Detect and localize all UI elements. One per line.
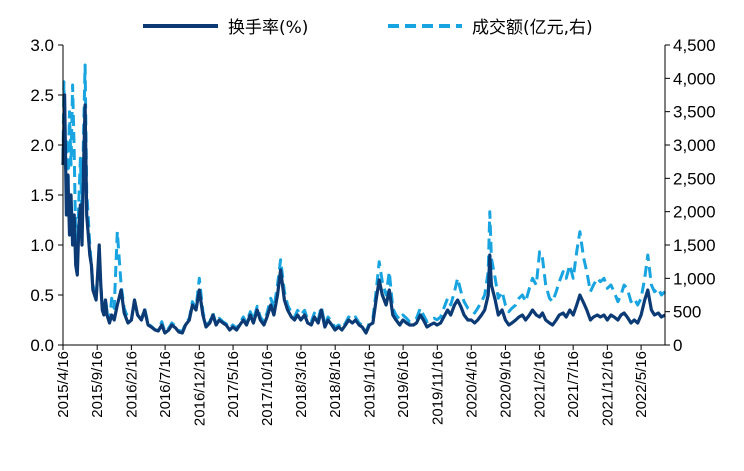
x-tick-label: 2021/2/16 — [532, 351, 549, 418]
y-left-tick-label: 2.0 — [30, 136, 54, 155]
y-right-tick-label: 3,000 — [673, 136, 716, 155]
x-tick-label: 2015/4/16 — [55, 351, 72, 418]
x-tick-label: 2020/9/16 — [497, 351, 514, 418]
y-left-tick-label: 1.0 — [30, 236, 54, 255]
x-tick-label: 2022/5/16 — [633, 351, 650, 418]
x-tick-label: 2021/12/16 — [599, 351, 616, 426]
y-left-tick-label: 0.0 — [30, 336, 54, 355]
y-right-tick-label: 3,500 — [673, 103, 716, 122]
y-right-tick-label: 2,000 — [673, 203, 716, 222]
y-right-tick-label: 4,000 — [673, 69, 716, 88]
x-tick-label: 2015/9/16 — [89, 351, 106, 418]
x-tick-label: 2016/12/16 — [191, 351, 208, 426]
y-right-tick-label: 4,500 — [673, 36, 716, 55]
legend-label-turnover: 换手率(%) — [228, 18, 308, 38]
y-left-tick-label: 1.5 — [30, 186, 54, 205]
x-tick-label: 2019/1/16 — [361, 351, 378, 418]
y-left-tick-label: 2.5 — [30, 86, 54, 105]
y-right-tick-label: 1,000 — [673, 269, 716, 288]
x-tick-label: 2019/11/16 — [429, 351, 446, 425]
x-tick-label: 2019/6/16 — [395, 351, 412, 418]
x-tick-label: 2016/7/16 — [157, 351, 174, 418]
y-left-tick-label: 0.5 — [30, 286, 54, 305]
x-tick-label: 2017/10/16 — [259, 351, 276, 426]
legend-label-volume: 成交额(亿元,右) — [472, 18, 593, 38]
x-tick-label: 2016/2/16 — [123, 351, 140, 418]
x-tick-label: 2021/7/16 — [565, 351, 582, 418]
series-layer — [61, 63, 667, 335]
y-right-tick-label: 2,500 — [673, 169, 716, 188]
y-right-tick-label: 500 — [673, 303, 701, 322]
x-tick-label: 2018/3/16 — [293, 351, 310, 418]
series-line-turnover — [61, 93, 666, 335]
y-left-tick-label: 3.0 — [30, 36, 54, 55]
x-tick-label: 2018/8/16 — [327, 351, 344, 418]
series-line-volume — [61, 63, 667, 334]
y-right-tick-label: 1,500 — [673, 236, 716, 255]
axes-layer: 0.0 0.5 1.0 1.5 2.0 2.5 3.0 0 500 1,000 1,500 2,000… — [30, 36, 715, 426]
legend: 换手率(%) 成交额(亿元,右) — [143, 18, 593, 38]
x-tick-label: 2020/4/16 — [463, 351, 480, 418]
x-tick-label: 2017/5/16 — [225, 351, 242, 418]
y-right-tick-label: 0 — [673, 336, 682, 355]
